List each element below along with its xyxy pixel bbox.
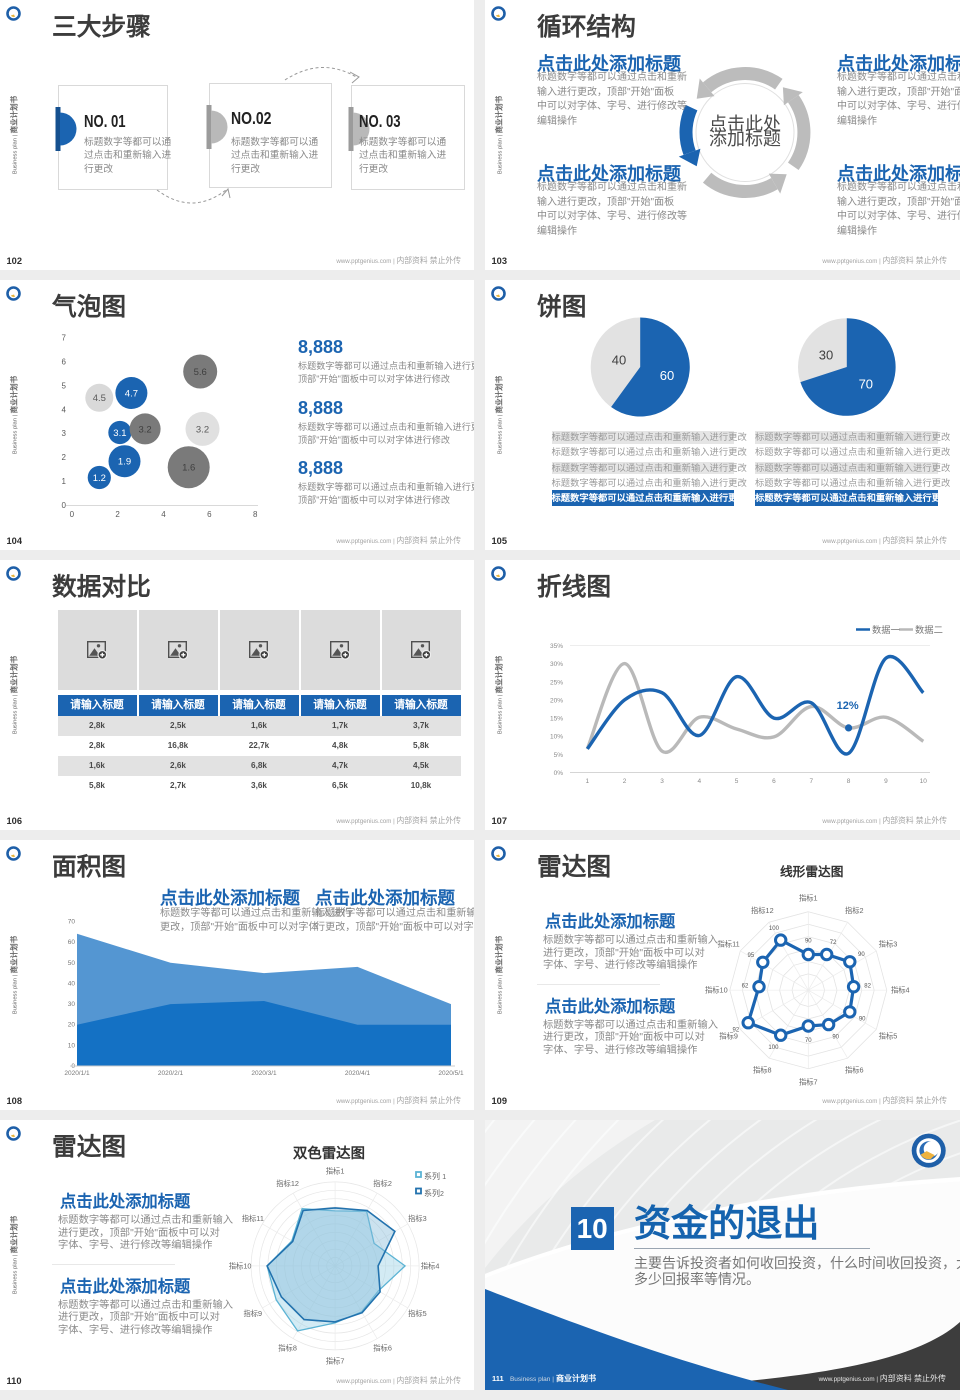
- svg-text:7: 7: [809, 778, 813, 785]
- svg-text:25%: 25%: [550, 679, 563, 686]
- svg-text:90: 90: [832, 1035, 839, 1041]
- svg-text:指标2: 指标2: [373, 1179, 392, 1188]
- svg-text:5: 5: [62, 381, 67, 390]
- svg-text:指标12: 指标12: [276, 1179, 299, 1188]
- svg-text:4: 4: [161, 510, 166, 519]
- svg-text:95: 95: [748, 953, 755, 959]
- svg-text:0%: 0%: [554, 770, 564, 777]
- svg-text:10: 10: [920, 778, 928, 785]
- svg-text:指标5: 指标5: [408, 1309, 427, 1318]
- svg-text:70: 70: [68, 919, 76, 926]
- svg-text:40: 40: [612, 353, 626, 368]
- svg-text:50: 50: [68, 960, 76, 967]
- svg-text:4.5: 4.5: [93, 393, 106, 404]
- svg-text:指标1: 指标1: [799, 894, 818, 903]
- svg-text:30%: 30%: [550, 661, 563, 668]
- svg-text:8: 8: [253, 510, 258, 519]
- svg-text:9: 9: [884, 778, 888, 785]
- svg-text:指标2: 指标2: [845, 906, 864, 915]
- svg-text:6: 6: [772, 778, 776, 785]
- svg-text:3: 3: [62, 429, 67, 438]
- svg-text:6: 6: [207, 510, 212, 519]
- svg-text:35%: 35%: [550, 643, 563, 650]
- svg-text:7: 7: [62, 334, 67, 343]
- svg-text:2: 2: [62, 453, 67, 462]
- svg-text:10%: 10%: [550, 734, 563, 741]
- svg-text:指标6: 指标6: [373, 1344, 392, 1353]
- svg-text:2020/3/1: 2020/3/1: [251, 1070, 277, 1077]
- svg-text:5.6: 5.6: [194, 367, 207, 378]
- svg-text:1.9: 1.9: [118, 457, 131, 468]
- svg-text:2: 2: [115, 510, 120, 519]
- svg-text:指标4: 指标4: [891, 986, 910, 995]
- svg-text:指标6: 指标6: [845, 1065, 864, 1074]
- svg-text:指标4: 指标4: [421, 1261, 440, 1270]
- svg-text:指标3: 指标3: [408, 1214, 427, 1223]
- svg-text:1.6: 1.6: [182, 463, 195, 474]
- svg-text:2020/1/1: 2020/1/1: [64, 1070, 90, 1077]
- svg-text:0: 0: [70, 510, 75, 519]
- svg-text:60: 60: [660, 368, 674, 383]
- svg-text:90: 90: [858, 952, 865, 958]
- svg-text:0: 0: [62, 501, 67, 510]
- svg-text:指标11: 指标11: [718, 940, 740, 949]
- svg-text:2020/4/1: 2020/4/1: [345, 1070, 371, 1077]
- svg-text:指标11: 指标11: [242, 1214, 264, 1223]
- svg-text:20%: 20%: [550, 697, 563, 704]
- svg-text:82: 82: [864, 984, 871, 990]
- svg-text:30: 30: [68, 1001, 76, 1008]
- svg-text:90: 90: [805, 939, 812, 945]
- svg-text:1: 1: [585, 778, 589, 785]
- svg-text:4: 4: [62, 405, 67, 414]
- svg-text:6: 6: [62, 357, 67, 366]
- svg-text:62: 62: [742, 984, 749, 990]
- svg-text:70: 70: [859, 377, 873, 392]
- svg-text:100: 100: [768, 1045, 779, 1051]
- svg-text:1: 1: [62, 477, 67, 486]
- svg-text:8: 8: [847, 778, 851, 785]
- svg-text:20: 20: [68, 1022, 76, 1029]
- svg-text:3.1: 3.1: [113, 428, 126, 439]
- svg-text:指标12: 指标12: [751, 906, 774, 915]
- svg-text:92: 92: [733, 1027, 740, 1033]
- svg-text:3: 3: [660, 778, 664, 785]
- svg-text:2: 2: [623, 778, 627, 785]
- svg-text:90: 90: [859, 1016, 866, 1022]
- svg-text:60: 60: [68, 939, 76, 946]
- svg-text:指标10: 指标10: [229, 1261, 252, 1270]
- svg-text:15%: 15%: [550, 716, 563, 723]
- svg-text:70: 70: [805, 1038, 812, 1044]
- svg-text:1.2: 1.2: [93, 473, 106, 484]
- svg-text:4.7: 4.7: [125, 388, 138, 399]
- svg-text:72: 72: [830, 940, 837, 946]
- svg-text:40: 40: [68, 980, 76, 987]
- svg-text:指标8: 指标8: [753, 1065, 772, 1074]
- svg-text:100: 100: [769, 926, 780, 932]
- svg-text:指标10: 指标10: [705, 986, 728, 995]
- svg-text:指标9: 指标9: [719, 1032, 738, 1041]
- svg-text:4: 4: [697, 778, 701, 785]
- svg-text:指标3: 指标3: [879, 940, 898, 949]
- svg-text:指标5: 指标5: [879, 1032, 898, 1041]
- svg-text:指标7: 指标7: [326, 1356, 345, 1365]
- svg-text:2020/2/1: 2020/2/1: [158, 1070, 184, 1077]
- svg-text:3.2: 3.2: [196, 424, 209, 435]
- svg-text:指标1: 指标1: [326, 1166, 345, 1175]
- svg-text:指标7: 指标7: [799, 1078, 818, 1087]
- svg-text:5%: 5%: [554, 752, 564, 759]
- svg-text:2020/5/1: 2020/5/1: [438, 1070, 464, 1077]
- svg-text:12%: 12%: [837, 700, 859, 712]
- svg-text:3.2: 3.2: [138, 424, 151, 435]
- svg-text:5: 5: [735, 778, 739, 785]
- svg-text:10: 10: [68, 1042, 76, 1049]
- svg-text:指标9: 指标9: [243, 1309, 262, 1318]
- svg-text:30: 30: [819, 348, 833, 363]
- svg-text:指标8: 指标8: [278, 1344, 297, 1353]
